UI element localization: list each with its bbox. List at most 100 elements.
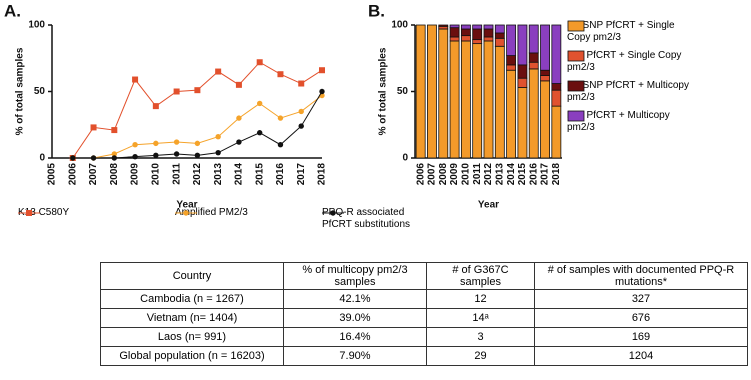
bar-segment bbox=[449, 36, 460, 42]
table-cell: Laos (n= 991) bbox=[100, 327, 284, 347]
y-axis-label: % of total samples bbox=[15, 47, 26, 135]
x-tick-label: 2018 bbox=[317, 163, 328, 186]
point bbox=[132, 153, 138, 160]
bar-segment bbox=[540, 75, 550, 82]
legend-item: Mut PfCRT + Multicopy pm2/3 bbox=[567, 110, 747, 134]
point bbox=[277, 71, 284, 78]
bar-segment bbox=[528, 61, 539, 70]
table-header-cell: # of G367C samples bbox=[426, 262, 535, 290]
bar-segment bbox=[551, 89, 562, 107]
point bbox=[194, 140, 201, 147]
table-row: Vietnam (n= 1404) 39.0% 14ᵃ 676 bbox=[100, 308, 748, 328]
x-tick-label: 2006 bbox=[67, 163, 78, 186]
legend-label: Amplified PM2/3 bbox=[175, 207, 248, 218]
table-cell: 12 bbox=[426, 289, 535, 309]
point bbox=[194, 152, 201, 159]
table-cell: 29 bbox=[426, 346, 535, 366]
x-tick-label: 2008 bbox=[109, 163, 120, 186]
bar-segment bbox=[460, 28, 471, 37]
x-tick-label: 2016 bbox=[275, 163, 286, 186]
bar-segment bbox=[472, 39, 483, 45]
legend-swatch bbox=[567, 110, 585, 122]
table-cell: 3 bbox=[426, 327, 535, 347]
legend-item: No SNP PfCRT + Multicopy pm2/3 bbox=[567, 80, 747, 104]
point bbox=[256, 130, 263, 136]
x-tick-label: 2009 bbox=[449, 163, 460, 186]
table-cell: 169 bbox=[534, 327, 748, 347]
table-row: Global population (n = 16203) 7.90% 29 1204 bbox=[100, 346, 748, 366]
bar-segment bbox=[427, 24, 437, 159]
x-tick-label: 2007 bbox=[427, 163, 438, 186]
x-tick-label: 2007 bbox=[88, 163, 99, 186]
table: Country% of multicopy pm2/3 samples # of … bbox=[100, 262, 748, 366]
point bbox=[111, 127, 118, 134]
legend-symbol bbox=[330, 210, 336, 216]
legend-marker bbox=[322, 210, 344, 216]
legend-label: No SNP PfCRT + Single Copy pm2/3 bbox=[567, 20, 675, 43]
legend-symbol bbox=[26, 210, 32, 216]
series-line bbox=[72, 91, 323, 159]
table-row: Cambodia (n = 1267) 42.1% 12 327 bbox=[100, 289, 748, 309]
bar-segment bbox=[472, 43, 483, 159]
bar-segment bbox=[551, 83, 562, 91]
x-tick-label: 2006 bbox=[415, 163, 426, 186]
bar-segment bbox=[540, 24, 550, 71]
y-tick-label: 50 bbox=[34, 86, 46, 97]
panel-label: B. bbox=[368, 1, 385, 20]
x-tick-label: 2015 bbox=[517, 163, 528, 186]
x-tick-label: 2013 bbox=[494, 163, 505, 186]
table-cell: 7.90% bbox=[283, 346, 427, 366]
point bbox=[173, 88, 180, 95]
bar-segment bbox=[438, 28, 449, 159]
table-cell: 42.1% bbox=[283, 289, 427, 309]
x-axis-label: Year bbox=[478, 200, 499, 211]
table-header-cell: % of multicopy pm2/3 samples bbox=[283, 262, 427, 290]
table-cell: 14ᵃ bbox=[426, 308, 535, 328]
bar-segment bbox=[460, 35, 471, 42]
point bbox=[256, 100, 263, 107]
bar-segment bbox=[517, 77, 528, 88]
bar-segment bbox=[506, 69, 517, 159]
table-cell: 676 bbox=[534, 308, 748, 328]
legend-item: K13 C580Y bbox=[18, 207, 168, 219]
point bbox=[173, 139, 180, 145]
table-header-cell: # of samples with documented PPQ-R mutat… bbox=[534, 262, 748, 290]
x-tick-label: 2009 bbox=[130, 163, 141, 186]
point bbox=[298, 80, 305, 87]
x-tick-label: 2012 bbox=[192, 163, 203, 186]
legend-symbol bbox=[183, 210, 189, 216]
x-tick-label: 2014 bbox=[234, 163, 245, 186]
panel-label: A. bbox=[4, 1, 21, 20]
bar-segment bbox=[494, 24, 505, 34]
point bbox=[277, 142, 284, 148]
bar-segment bbox=[506, 64, 517, 71]
table-cell: 327 bbox=[534, 289, 748, 309]
point bbox=[277, 115, 284, 121]
bar-segment bbox=[483, 28, 494, 38]
bar-segment bbox=[449, 24, 460, 29]
point bbox=[153, 140, 159, 147]
y-tick-label: 0 bbox=[402, 153, 408, 164]
x-tick-label: 2017 bbox=[540, 163, 551, 186]
legend-marker bbox=[18, 210, 40, 216]
point bbox=[319, 67, 325, 74]
table-cell: Global population (n = 16203) bbox=[100, 346, 284, 366]
x-tick-label: 2005 bbox=[47, 163, 58, 186]
x-tick-label: 2012 bbox=[483, 163, 494, 186]
point bbox=[111, 151, 118, 157]
bar-segment bbox=[517, 87, 528, 159]
x-tick-label: 2016 bbox=[528, 163, 539, 186]
legend-item: PPQ-R associated PfCRT substitutions bbox=[322, 207, 432, 231]
bar-segment bbox=[494, 45, 505, 159]
point bbox=[215, 68, 222, 75]
bar-segment bbox=[540, 80, 550, 159]
point bbox=[111, 155, 118, 161]
y-tick-label: 0 bbox=[39, 153, 45, 164]
legend-label: No SNP PfCRT + Multicopy pm2/3 bbox=[567, 80, 689, 103]
point bbox=[70, 155, 76, 161]
point bbox=[215, 149, 221, 156]
point bbox=[319, 88, 325, 95]
legend-swatch bbox=[567, 80, 585, 92]
bar-segment bbox=[528, 68, 539, 159]
table-cell: Vietnam (n= 1404) bbox=[100, 308, 284, 328]
